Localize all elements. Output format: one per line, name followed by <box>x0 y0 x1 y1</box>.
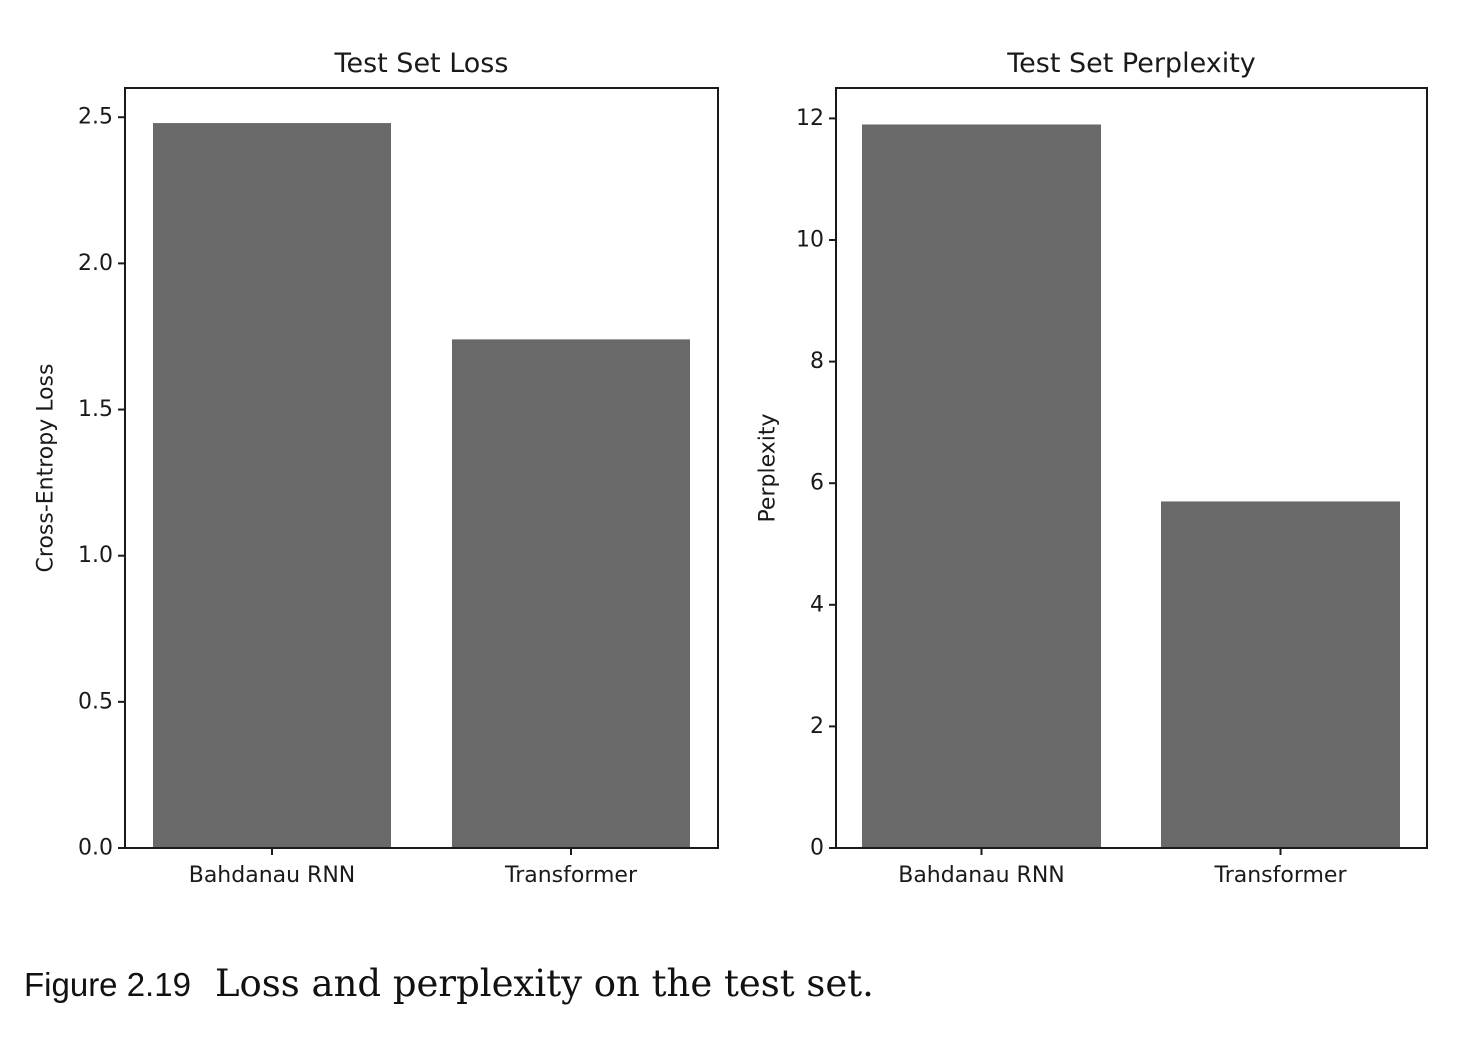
perplexity-ytick-label: 2 <box>810 714 824 739</box>
perplexity-ytick-label: 4 <box>810 592 824 617</box>
perplexity-bar-transformer <box>1161 501 1400 848</box>
loss-chart-title: Test Set Loss <box>334 48 509 79</box>
loss-xtick-label: Bahdanau RNN <box>189 863 356 888</box>
perplexity-ytick-label: 10 <box>796 228 824 253</box>
loss-xtick-label: Transformer <box>504 863 638 888</box>
perplexity-axes-frame <box>835 87 1428 849</box>
loss-bar-bahdanau-rnn <box>153 123 391 849</box>
perplexity-bar-bahdanau-rnn <box>862 124 1101 849</box>
loss-ytick-label: 1.5 <box>78 397 113 422</box>
perplexity-ytick-label: 0 <box>810 836 824 861</box>
perplexity-ytick-label: 12 <box>796 106 824 131</box>
loss-ytick-label: 0.0 <box>78 836 113 861</box>
perplexity-y-axis-label: Perplexity <box>756 413 781 522</box>
loss-ytick-label: 2.0 <box>78 251 113 276</box>
figure-charts: 0.0 0.5 1.0 1.5 2.0 2.5 Bahdanau RNN Transforme… <box>34 48 1428 888</box>
loss-ytick-label: 1.0 <box>78 543 113 568</box>
loss-y-axis-label: Cross-Entropy Loss <box>34 364 59 573</box>
perplexity-chart-title: Test Set Perplexity <box>1006 48 1256 79</box>
loss-axes-frame <box>124 87 719 849</box>
perplexity-ytick-label: 8 <box>810 349 824 374</box>
loss-ytick-label: 0.5 <box>78 689 113 714</box>
perplexity-xtick-label: Bahdanau RNN <box>898 863 1065 888</box>
perplexity-chart: 0 2 4 6 8 10 12 Bahdanau RNN Transformer Test Set… <box>756 48 1428 888</box>
caption-label: Figure 2.19 <box>24 966 191 1003</box>
loss-chart: 0.0 0.5 1.0 1.5 2.0 2.5 Bahdanau RNN Transforme… <box>34 48 719 888</box>
perplexity-xtick-label: Transformer <box>1213 863 1347 888</box>
figure-caption: Figure 2.19 Loss and perplexity on the te… <box>24 962 874 1005</box>
loss-ytick-label: 2.5 <box>78 105 113 130</box>
loss-bar-transformer <box>452 339 690 848</box>
caption-text: Loss and perplexity on the test set. <box>214 962 874 1005</box>
perplexity-ytick-label: 6 <box>810 471 824 496</box>
